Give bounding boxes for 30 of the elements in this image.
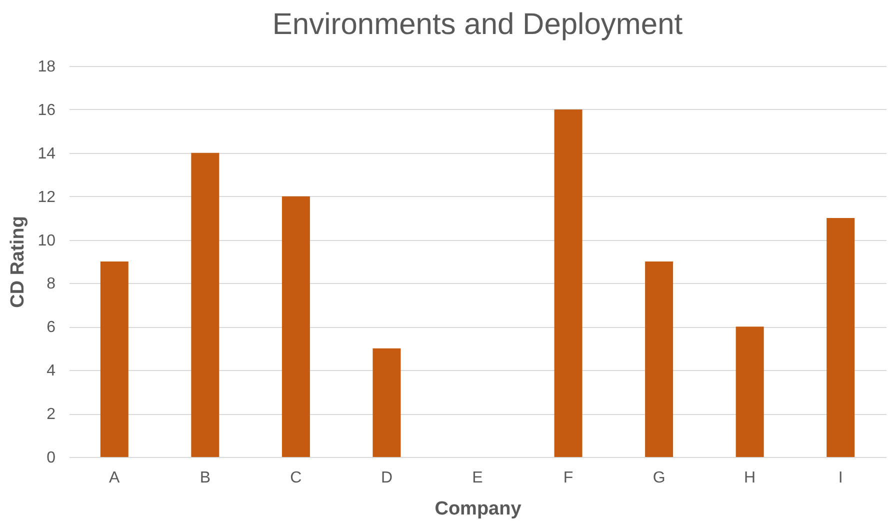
x-tick-label: D xyxy=(380,470,393,486)
bar xyxy=(554,109,582,457)
bar xyxy=(100,262,128,457)
y-tick-label: 0 xyxy=(46,450,56,466)
bar xyxy=(372,348,401,457)
x-tick-label: H xyxy=(744,470,756,486)
bar xyxy=(645,262,674,457)
y-tick-label: 10 xyxy=(38,232,56,250)
y-tick-label: 4 xyxy=(46,362,56,380)
bar xyxy=(736,326,764,457)
x-tick-label: G xyxy=(652,470,666,486)
x-tick-label: I xyxy=(838,470,843,486)
x-tick-label: A xyxy=(109,470,120,486)
chart-title: Environments and Deployment xyxy=(272,8,684,41)
bar xyxy=(191,152,220,457)
y-tick-label: 6 xyxy=(46,319,56,336)
x-tick-label: C xyxy=(290,470,302,486)
y-tick-label: 16 xyxy=(38,102,56,119)
x-tick-label: B xyxy=(200,470,211,486)
bar xyxy=(282,196,310,457)
y-tick-label: 2 xyxy=(46,406,56,424)
bar xyxy=(826,218,855,457)
y-axis-title: CD Rating xyxy=(8,216,29,308)
y-tick-label: 8 xyxy=(46,276,56,293)
x-tick-label: F xyxy=(563,470,574,486)
x-axis-title: Company xyxy=(434,498,522,520)
x-tick-label: E xyxy=(472,470,483,486)
y-tick-label: 14 xyxy=(38,145,56,162)
y-tick-label: 12 xyxy=(38,188,56,206)
y-tick-label: 18 xyxy=(38,58,56,76)
